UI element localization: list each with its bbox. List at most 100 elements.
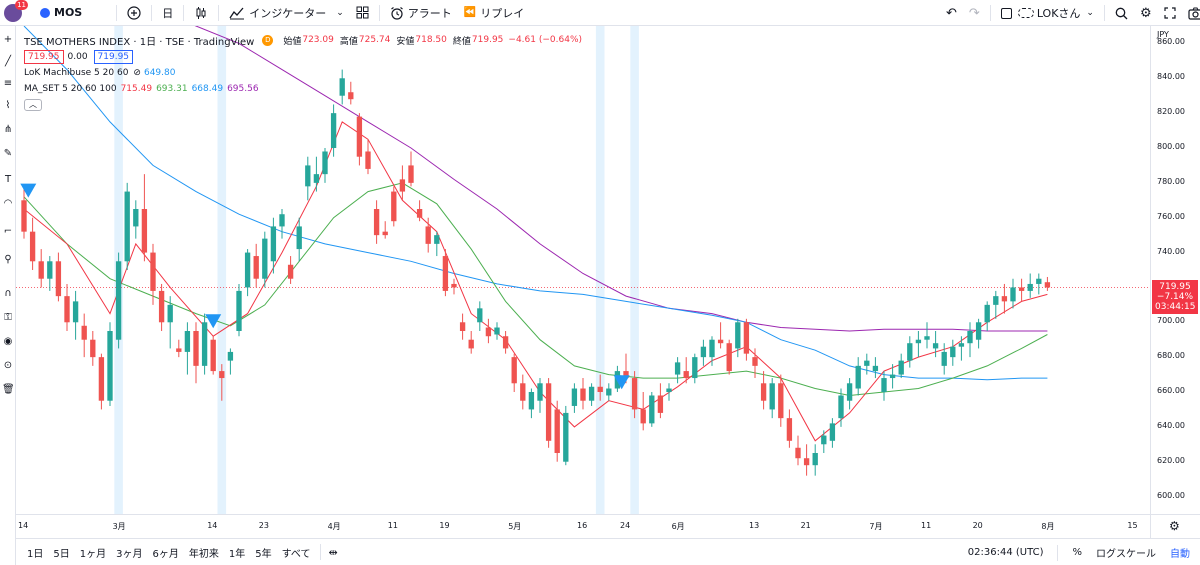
signal-marker-2 [613,375,630,390]
sell-price-box[interactable]: 719.95 [24,50,64,64]
signal-highlight-2 [595,26,605,514]
fullscreen-button[interactable] [1158,0,1182,26]
candle-45 [408,165,414,183]
candle-33 [305,165,311,187]
horizontal-line-icon[interactable]: ≡ [3,78,13,89]
ruler-icon[interactable]: ⌐ [3,226,13,237]
candle-17 [167,304,173,323]
user-menu[interactable]: 11 [0,0,28,26]
chevron-up-icon: ︿ [29,100,37,109]
eye-off-icon[interactable]: ⊘ [133,68,141,78]
candle-109 [958,343,965,347]
indicators-button[interactable]: インジケーター ⌄ [223,0,350,26]
percent-toggle[interactable]: % [1072,547,1082,558]
candle-102 [898,360,904,375]
pitchfork-icon[interactable]: ⋔ [3,124,13,135]
candle-95 [838,395,844,419]
text-icon[interactable]: T [4,174,12,185]
candle-100 [881,378,887,392]
symbol-title[interactable]: TSE MOTHERS INDEX · 1日 · TSE · TradingVi… [24,36,255,48]
candle-116 [1018,287,1025,291]
candle-77 [683,371,689,379]
pattern-icon[interactable]: ◠ [3,198,13,209]
ma20-line [23,182,1048,397]
snapshot-button[interactable] [1182,0,1200,26]
templates-button[interactable] [350,0,375,26]
layout-select[interactable]: LOKさん ⌄ [995,0,1100,26]
undo-button[interactable]: ↶ [940,0,963,26]
indicator2-name[interactable]: MA_SET 5 20 60 100 [24,84,117,94]
fib-icon[interactable]: ⌇ [5,100,11,111]
candle-106 [932,343,939,349]
candle-101 [889,374,896,379]
range-button-2[interactable]: 1ヶ月 [79,548,107,560]
log-scale-toggle[interactable]: ログスケール [1096,549,1156,560]
low-label: 安値 [396,36,415,47]
clock[interactable]: 02:36:44 (UTC) [967,547,1044,558]
current-price-label: 719.95 −7.14% 03:44:15 [1152,279,1198,314]
visibility-icon[interactable]: ⊙ [3,360,13,371]
candle-7 [81,325,87,340]
time-tick: 11 [387,521,398,530]
axis-settings[interactable]: ⚙ [1150,514,1200,538]
notification-badge: 11 [15,0,28,10]
candle-114 [1001,296,1008,302]
time-axis[interactable]: 14 3月 14 23 4月 11 19 5月 16 24 6月 13 21 7月 11 20 8月 15 [16,514,1150,538]
ma100-value: 695.56 [227,84,259,94]
range-button-0[interactable]: 1日 [27,548,44,560]
interval-button[interactable]: 日 [162,6,174,20]
candle-76 [674,362,681,375]
range-button-8[interactable]: すべて [281,548,311,560]
candle-105 [924,336,930,340]
alert-button[interactable]: アラート [384,0,458,26]
range-button-5[interactable]: 年初来 [188,548,219,560]
symbol-search[interactable]: MOS [34,0,88,26]
price-chart[interactable] [16,26,1150,514]
hide-drawings-icon[interactable]: ◉ [3,336,13,347]
candle-37 [339,78,345,96]
range-button-7[interactable]: 5年 [255,548,272,560]
candle-6 [72,301,79,323]
redo-button[interactable]: ↷ [963,0,986,26]
candle-84 [743,322,750,354]
currency-label[interactable]: JPY [1157,30,1169,39]
crosshair-icon[interactable]: + [3,34,13,45]
candle-51 [459,322,466,331]
camera-icon [1188,7,1200,20]
brush-icon[interactable]: ✎ [3,148,13,159]
avatar[interactable]: 11 [4,0,28,22]
range-button-3[interactable]: 3ヶ月 [116,548,143,560]
replay-label: リプレイ [480,6,525,20]
candle-75 [666,388,672,392]
zoom-icon[interactable]: ⚲ [4,254,12,265]
price-axis[interactable]: JPY 860.00 840.00 820.00 800.00 780.00 760.00… [1150,26,1200,514]
auto-scale-toggle[interactable]: 自動 [1170,549,1190,560]
range-button-4[interactable]: 6ヶ月 [152,548,179,560]
candle-13 [133,209,139,227]
indicator1-name[interactable]: LoK Machibuse 5 20 60 [24,68,129,78]
candle-111 [975,322,982,340]
ma20-value: 693.31 [156,84,188,94]
range-button-6[interactable]: 1年 [228,548,246,560]
candle-118 [1036,278,1042,284]
magnet-icon[interactable]: ∩ [4,288,12,299]
buy-price-box[interactable]: 719.95 [93,50,134,64]
trash-icon[interactable]: 🗑 [2,384,15,395]
trend-line-icon[interactable]: ╱ [4,56,12,67]
settings-button[interactable]: ⚙ [1134,0,1158,26]
compare-button[interactable] [121,0,147,26]
redo-icon: ↷ [968,5,980,21]
lock-drawings-icon[interactable]: ⚿ [4,312,12,323]
candle-99 [872,365,879,372]
chart-pane[interactable] [16,26,1150,514]
date-range-icon[interactable]: ⇹ [328,545,338,559]
gear-icon[interactable]: ⚙ [1169,519,1180,533]
range-button-1[interactable]: 5日 [53,548,70,560]
chart-type-button[interactable] [188,0,214,26]
price-tick: 600.00 [1157,490,1185,500]
collapse-legend-button[interactable]: ︿ [24,99,42,111]
candle-48 [434,235,440,244]
signal-highlight-1 [217,26,227,514]
replay-button[interactable]: ⏪ リプレイ [458,0,530,26]
search-button[interactable] [1109,0,1134,26]
